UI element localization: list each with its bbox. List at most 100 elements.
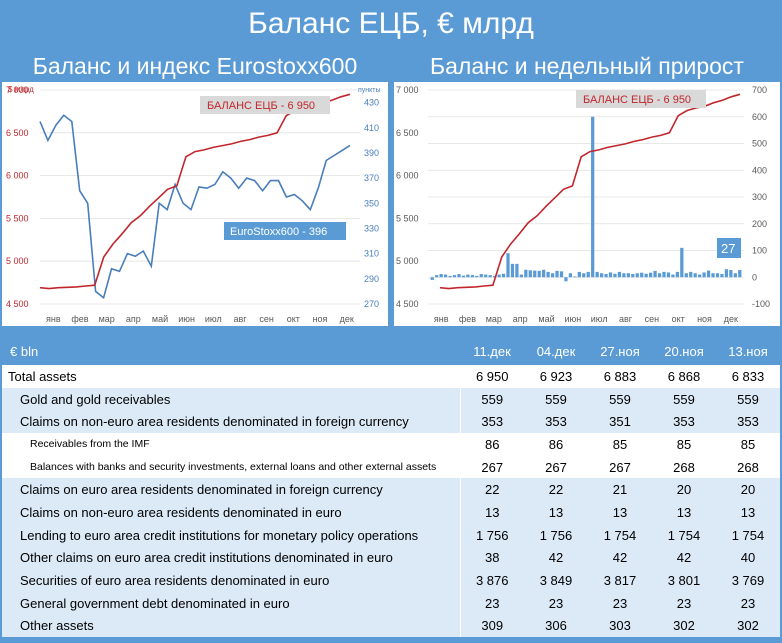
weekly-bar xyxy=(461,275,466,278)
balance-table: € bln 11.дек 04.дек 27.ноя 20.ноя 13.ноя… xyxy=(2,337,780,640)
weekly-bar xyxy=(533,270,537,278)
stoxx-series-line xyxy=(39,114,351,300)
weekly-bar xyxy=(484,274,488,278)
weekly-bar xyxy=(542,269,546,278)
row-value: 353 xyxy=(545,414,567,430)
weekly-bar xyxy=(577,271,581,278)
row-value: 20 xyxy=(676,482,692,498)
y-left-tick-label: 6 500 xyxy=(396,128,419,138)
table-row: Other claims on euro area credit institu… xyxy=(2,546,780,570)
table-row: Claims on non-euro area residents denomi… xyxy=(2,501,780,524)
weekly-bar xyxy=(448,275,452,278)
row-value: 1 754 xyxy=(603,527,637,543)
weekly-bar xyxy=(631,274,635,278)
row-value: 267 xyxy=(459,455,524,479)
row-value: 559 xyxy=(609,391,631,407)
x-tick-label: фев xyxy=(459,314,476,324)
x-tick-label: окт xyxy=(672,314,685,324)
y-right-tick-label: 300 xyxy=(752,192,767,202)
y-right-tick-label: 370 xyxy=(364,173,379,183)
row-label: Claims on non-euro area residents denomi… xyxy=(20,504,342,520)
table-header-col: 04.дек xyxy=(536,343,576,359)
table-header-label: € bln xyxy=(10,343,39,359)
weekly-bar xyxy=(693,273,697,278)
row-label: Total assets xyxy=(8,368,77,384)
row-value: 38 xyxy=(459,546,524,570)
table-row: Receivables from the IMF 86 86 85 85 85 xyxy=(2,433,780,456)
row-value: 20 xyxy=(740,482,756,498)
table-header-col: 13.ноя xyxy=(728,343,768,359)
y-left-tick-label: 5 500 xyxy=(6,213,29,223)
y-right-tick-label: 600 xyxy=(752,112,767,122)
weekly-bar xyxy=(671,274,675,278)
weekly-bar xyxy=(635,273,639,278)
x-tick-label: ноя xyxy=(313,314,328,324)
table-row: Other assets 309 306 303 302 302 xyxy=(2,614,780,638)
ecb-series-line xyxy=(439,93,741,290)
table-row: Securities of euro area residents denomi… xyxy=(2,569,780,592)
row-value: 267 xyxy=(609,459,631,475)
row-value: 13 xyxy=(548,504,564,520)
y-right-tick-label: 410 xyxy=(364,123,379,133)
weekly-bar xyxy=(550,273,555,278)
weekly-bar xyxy=(702,272,706,278)
row-value: 267 xyxy=(545,459,567,475)
y-left-tick-label: 5 000 xyxy=(396,256,419,266)
x-tick-label: июн xyxy=(564,314,581,324)
y-right-tick-label: 200 xyxy=(752,219,767,229)
x-tick-label: янв xyxy=(46,314,61,324)
row-value: 268 xyxy=(737,459,759,475)
weekly-bar xyxy=(559,271,564,278)
row-value: 22 xyxy=(548,482,564,498)
weekly-bar xyxy=(595,271,599,278)
weekly-bar xyxy=(684,273,688,278)
weekly-bar xyxy=(439,274,443,278)
balance-weekly-chart-svg: -100 0 100 200 300 400 500 600 700 4 500 5 000 5 50… xyxy=(396,85,770,324)
row-value: 85 xyxy=(740,436,756,452)
x-tick-label: окт xyxy=(287,314,300,324)
y-left-tick-label: 7 000 xyxy=(6,85,29,95)
weekly-bar xyxy=(729,270,733,278)
row-label: Other assets xyxy=(20,618,94,634)
x-tick-label: июл xyxy=(205,314,222,324)
weekly-bar xyxy=(738,270,742,278)
y-right-tick-label: 400 xyxy=(752,165,767,175)
weekly-bar xyxy=(573,276,577,278)
x-tick-label: авг xyxy=(619,314,633,324)
row-value: 1 756 xyxy=(539,527,573,543)
y-left-tick-label: 4 500 xyxy=(396,299,419,309)
y-right-tick-label: 350 xyxy=(364,198,379,208)
row-label: General government debt denominated in e… xyxy=(20,595,290,611)
row-label: Lending to euro area credit institutions… xyxy=(20,527,419,543)
row-value: 303 xyxy=(609,618,631,634)
weekly-bar xyxy=(501,273,506,278)
weekly-bar xyxy=(435,275,439,278)
balance-stoxx-chart: 4 500 5 000 5 500 6 000 6 500 7 000 270 290 310 3… xyxy=(2,82,388,326)
table-row: Claims on non-euro area residents denomi… xyxy=(2,410,780,434)
weekly-bar xyxy=(443,274,448,278)
x-tick-label: янв xyxy=(434,314,449,324)
balance-weekly-chart: -100 0 100 200 300 400 500 600 700 4 500 5 000 5 50… xyxy=(394,82,780,326)
table-header-row: € bln 11.дек 04.дек 27.ноя 20.ноя 13.ноя xyxy=(2,337,780,365)
weekly-bar xyxy=(586,271,590,278)
weekly-bar xyxy=(497,274,501,278)
row-label: Receivables from the IMF xyxy=(30,438,150,451)
weekly-bar xyxy=(568,273,573,278)
weekly-bar xyxy=(617,271,622,278)
weekly-bar xyxy=(546,271,550,278)
table-row: Gold and gold receivables 559 559 559 559 559 xyxy=(2,387,780,411)
x-tick-label: ноя xyxy=(697,314,712,324)
row-value: 23 xyxy=(740,595,756,611)
table-row: Claims on euro area residents denominate… xyxy=(2,478,780,502)
y-left-tick-label: 5 000 xyxy=(6,256,29,266)
weekly-bar xyxy=(675,271,679,278)
last-bar-label: 27 xyxy=(721,241,735,256)
row-value: 1 756 xyxy=(459,523,524,547)
x-tick-label: май xyxy=(538,314,554,324)
weekly-bar xyxy=(524,269,528,278)
stoxx-label-box xyxy=(224,222,346,240)
y-left-tick-label: 6 500 xyxy=(6,128,29,138)
row-label: Claims on euro area residents denominate… xyxy=(20,482,383,498)
weekly-bar xyxy=(591,116,595,278)
row-value: 13 xyxy=(612,504,628,520)
